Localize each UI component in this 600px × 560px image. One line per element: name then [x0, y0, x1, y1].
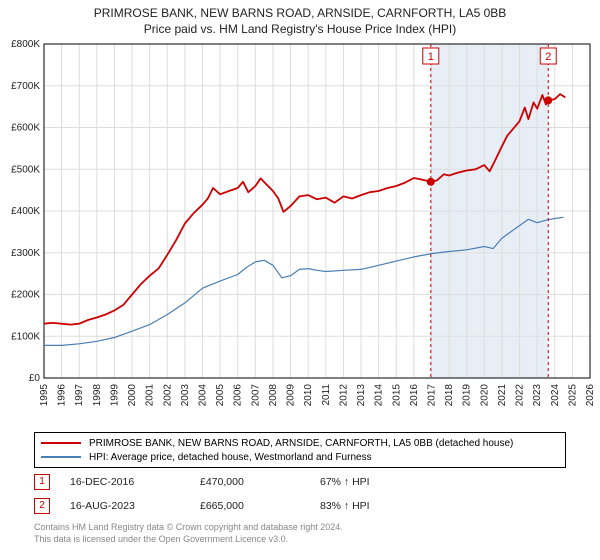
svg-text:2003: 2003 [180, 384, 191, 407]
svg-text:1995: 1995 [39, 384, 50, 407]
marker-number: 2 [34, 498, 50, 514]
svg-text:2014: 2014 [374, 384, 385, 407]
svg-text:2026: 2026 [585, 384, 596, 407]
svg-text:2017: 2017 [426, 384, 437, 407]
svg-text:2016: 2016 [409, 384, 420, 407]
chart-area: £0 £100K £200K £300K £400K £500K £600K £700K £80… [0, 38, 600, 428]
svg-text:2005: 2005 [215, 384, 226, 407]
svg-text:2: 2 [545, 51, 551, 63]
svg-text:2007: 2007 [250, 384, 261, 407]
marker-price: £470,000 [200, 476, 300, 488]
svg-text:2024: 2024 [550, 384, 561, 407]
title-block: PRIMROSE BANK, NEW BARNS ROAD, ARNSIDE, … [0, 0, 600, 38]
svg-text:£400K: £400K [11, 206, 40, 217]
marker-date: 16-AUG-2023 [70, 500, 180, 512]
svg-text:2013: 2013 [356, 384, 367, 407]
marker-price: £665,000 [200, 500, 300, 512]
svg-text:2004: 2004 [198, 384, 209, 407]
footer-text: Contains HM Land Registry data © Crown c… [34, 522, 566, 545]
legend-label: PRIMROSE BANK, NEW BARNS ROAD, ARNSIDE, … [89, 438, 513, 449]
svg-text:£700K: £700K [11, 81, 40, 92]
svg-text:2009: 2009 [286, 384, 297, 407]
svg-text:2001: 2001 [145, 384, 156, 407]
svg-text:2019: 2019 [462, 384, 473, 407]
svg-text:1997: 1997 [74, 384, 85, 407]
svg-text:£600K: £600K [11, 123, 40, 134]
svg-text:£100K: £100K [11, 331, 40, 342]
svg-text:£0: £0 [29, 373, 41, 384]
footer-line-2: This data is licensed under the Open Gov… [34, 534, 566, 546]
svg-text:2022: 2022 [515, 384, 526, 407]
svg-text:1: 1 [428, 51, 434, 63]
svg-text:2018: 2018 [444, 384, 455, 407]
marker-row: 2 16-AUG-2023 £665,000 83% ↑ HPI [34, 494, 566, 518]
marker-date: 16-DEC-2016 [70, 476, 180, 488]
title-line-1: PRIMROSE BANK, NEW BARNS ROAD, ARNSIDE, … [10, 6, 590, 20]
svg-text:2023: 2023 [532, 384, 543, 407]
line-chart: £0 £100K £200K £300K £400K £500K £600K £700K £80… [0, 38, 600, 428]
marker-row: 1 16-DEC-2016 £470,000 67% ↑ HPI [34, 470, 566, 494]
svg-text:£500K: £500K [11, 164, 40, 175]
legend: PRIMROSE BANK, NEW BARNS ROAD, ARNSIDE, … [34, 432, 566, 468]
svg-text:£200K: £200K [11, 290, 40, 301]
svg-text:1998: 1998 [92, 384, 103, 407]
svg-text:2008: 2008 [268, 384, 279, 407]
svg-text:1996: 1996 [57, 384, 68, 407]
svg-text:2021: 2021 [497, 384, 508, 407]
marker-table: 1 16-DEC-2016 £470,000 67% ↑ HPI 2 16-AUG-202… [34, 470, 566, 518]
legend-row: HPI: Average price, detached house, West… [41, 450, 559, 464]
legend-label: HPI: Average price, detached house, West… [89, 452, 372, 463]
svg-text:2012: 2012 [338, 384, 349, 407]
svg-text:2025: 2025 [567, 384, 578, 407]
legend-row: PRIMROSE BANK, NEW BARNS ROAD, ARNSIDE, … [41, 436, 559, 450]
svg-text:2010: 2010 [303, 384, 314, 407]
legend-swatch [41, 456, 81, 458]
legend-swatch [41, 442, 81, 444]
marker-hpi: 67% ↑ HPI [320, 476, 440, 488]
svg-text:1999: 1999 [109, 384, 120, 407]
marker-number: 1 [34, 474, 50, 490]
svg-text:£800K: £800K [11, 39, 40, 50]
svg-text:2011: 2011 [321, 384, 332, 406]
marker-hpi: 83% ↑ HPI [320, 500, 440, 512]
svg-text:2006: 2006 [233, 384, 244, 407]
svg-text:2002: 2002 [162, 384, 173, 407]
svg-text:2015: 2015 [391, 384, 402, 407]
svg-text:2020: 2020 [479, 384, 490, 407]
footer-line-1: Contains HM Land Registry data © Crown c… [34, 522, 566, 534]
title-line-2: Price paid vs. HM Land Registry's House … [10, 22, 590, 36]
svg-text:2000: 2000 [127, 384, 138, 407]
svg-text:£300K: £300K [11, 248, 40, 259]
